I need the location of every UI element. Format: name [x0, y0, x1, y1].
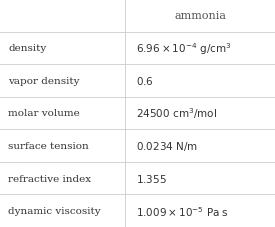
Text: vapor density: vapor density [8, 76, 80, 86]
Text: refractive index: refractive index [8, 174, 91, 183]
Text: molar volume: molar volume [8, 109, 80, 118]
Text: $1.009\times10^{-5}$ Pa s: $1.009\times10^{-5}$ Pa s [136, 204, 229, 218]
Text: density: density [8, 44, 46, 53]
Text: ammonia: ammonia [174, 11, 226, 21]
Text: $6.96\times10^{-4}$ g/cm$^3$: $6.96\times10^{-4}$ g/cm$^3$ [136, 41, 232, 57]
Text: $0.6$: $0.6$ [136, 75, 154, 87]
Text: $1.355$: $1.355$ [136, 172, 167, 184]
Text: dynamic viscosity: dynamic viscosity [8, 206, 101, 215]
Text: $0.0234$ N/m: $0.0234$ N/m [136, 139, 198, 152]
Text: $24500$ cm$^3$/mol: $24500$ cm$^3$/mol [136, 106, 217, 121]
Text: surface tension: surface tension [8, 141, 89, 151]
